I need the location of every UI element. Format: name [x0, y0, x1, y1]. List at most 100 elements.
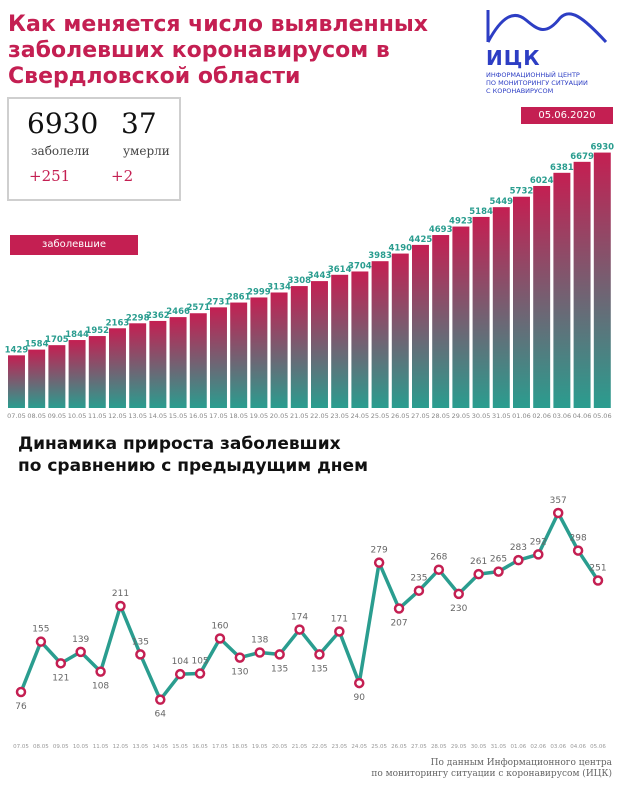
- bar-value-label: 1952: [85, 326, 109, 336]
- line-point-18.05: [234, 652, 246, 663]
- line-chart-subtitle: Динамика прироста заболевших по сравнени…: [18, 433, 418, 477]
- bar-value-label: 3308: [287, 276, 311, 286]
- bar-category-label: 22.05: [310, 412, 329, 420]
- bar-value-label: 3704: [348, 261, 372, 271]
- bar-category-label: 13.05: [128, 412, 147, 420]
- line-category-label: 17.05: [212, 744, 228, 750]
- bar-category-label: 27.05: [411, 412, 430, 420]
- line-point-25.05: [373, 557, 385, 568]
- line-category-label: 30.05: [471, 744, 487, 750]
- line-value-label: 235: [410, 574, 427, 584]
- line-value-label: 130: [231, 668, 248, 678]
- chart-title: Как меняется число выявленных заболевших…: [8, 12, 448, 90]
- bar-category-label: 19.05: [250, 412, 269, 420]
- bar-category-label: 12.05: [108, 412, 127, 420]
- bar-category-label: 25.05: [371, 412, 390, 420]
- logo-subtitle-line-1: Информационный центр: [486, 71, 580, 79]
- line-value-label: 108: [92, 682, 109, 692]
- bar-value-label: 2298: [126, 313, 150, 323]
- bar-category-label: 02.06: [532, 412, 551, 420]
- bar-value-label: 3983: [368, 251, 392, 261]
- bar-12.05: [109, 328, 126, 408]
- bar-07.05: [8, 355, 25, 408]
- line-category-label: 23.05: [331, 744, 347, 750]
- line-value-label: 121: [52, 673, 69, 683]
- bar-value-label: 2466: [166, 307, 190, 317]
- line-point-14.05: [155, 694, 166, 705]
- line-point-07.05: [15, 686, 27, 698]
- line-point-10.05: [75, 646, 86, 658]
- bar-value-label: 4923: [449, 217, 473, 227]
- bar-29.05: [452, 226, 470, 408]
- bar-18.05: [230, 302, 248, 408]
- line-value-label: 283: [510, 543, 527, 553]
- bar-08.05: [28, 349, 46, 408]
- title-line-1: Как меняется число выявленных: [8, 12, 428, 37]
- line-category-label: 25.05: [371, 744, 387, 750]
- line-value-label: 105: [191, 657, 208, 667]
- line-category-label: 12.05: [113, 744, 129, 750]
- line-value-label: 135: [271, 664, 288, 674]
- line-point-28.05: [433, 564, 445, 575]
- bar-02.06: [533, 185, 551, 408]
- line-category-label: 29.05: [451, 744, 467, 750]
- line-value-label: 76: [15, 702, 27, 712]
- bar-04.06: [573, 161, 591, 408]
- source-note: По данным Информационного центра по мони…: [312, 758, 612, 780]
- line-point-24.05: [353, 677, 365, 689]
- bar-value-label: 5449: [489, 197, 513, 207]
- sick-delta: +251: [29, 167, 71, 185]
- line-point-04.06: [572, 545, 584, 556]
- line-category-label: 22.05: [312, 744, 328, 750]
- line-point-09.05: [55, 658, 67, 669]
- line-point-02.06: [533, 549, 544, 560]
- line-value-label: 279: [371, 546, 388, 556]
- bar-value-label: 4425: [409, 235, 433, 245]
- line-point-23.05: [334, 626, 345, 637]
- bar-category-label: 18.05: [229, 412, 248, 420]
- line-value-label: 160: [211, 621, 228, 631]
- sick-total: 6930: [27, 107, 99, 140]
- line-value-label: 104: [172, 657, 189, 667]
- bar-value-label: 5732: [510, 187, 534, 197]
- bar-category-label: 17.05: [209, 412, 228, 420]
- bar-31.05: [492, 207, 510, 408]
- logo-wave-icon: [486, 10, 608, 44]
- bar-value-label: 5184: [469, 207, 493, 217]
- bar-21.05: [290, 286, 308, 408]
- line-point-08.05: [35, 636, 47, 647]
- bar-value-label: 2861: [227, 293, 251, 303]
- line-value-label: 138: [251, 636, 268, 646]
- bar-category-label: 15.05: [169, 412, 188, 420]
- bar-22.05: [311, 281, 328, 408]
- logo-subtitle: Информационный центр по мониторингу ситу…: [486, 71, 611, 95]
- bar-30.05: [472, 216, 490, 408]
- bar-value-label: 4693: [429, 225, 453, 235]
- bar-20.05: [270, 292, 288, 408]
- bar-category-label: 26.05: [391, 412, 410, 420]
- line-point-13.05: [135, 649, 146, 660]
- dead-delta: +2: [111, 167, 134, 185]
- line-value-label: 207: [390, 619, 407, 629]
- bar-value-label: 2571: [186, 303, 210, 313]
- bar-25.05: [371, 261, 389, 408]
- bar-value-label: 1584: [25, 340, 49, 350]
- line-category-label: 24.05: [351, 744, 367, 750]
- line-category-label: 05.06: [590, 744, 606, 750]
- bar-category-label: 10.05: [68, 412, 87, 420]
- bar-category-label: 11.05: [88, 412, 107, 420]
- subtitle-line-1: Динамика прироста заболевших: [18, 434, 341, 454]
- line-point-11.05: [95, 666, 106, 677]
- bar-category-label: 04.06: [573, 412, 592, 420]
- line-point-22.05: [314, 649, 325, 660]
- bar-category-label: 23.05: [330, 412, 349, 420]
- bar-value-label: 6679: [570, 152, 594, 162]
- line-category-label: 07.05: [13, 744, 29, 750]
- line-category-label: 15.05: [172, 744, 188, 750]
- line-category-label: 18.05: [232, 744, 248, 750]
- line-value-label: 292: [530, 537, 547, 547]
- bar-category-label: 31.05: [492, 412, 511, 420]
- bar-category-label: 29.05: [452, 412, 471, 420]
- source-line-2: по мониторингу ситуации с коронавирусом …: [371, 769, 612, 779]
- line-category-label: 27.05: [411, 744, 427, 750]
